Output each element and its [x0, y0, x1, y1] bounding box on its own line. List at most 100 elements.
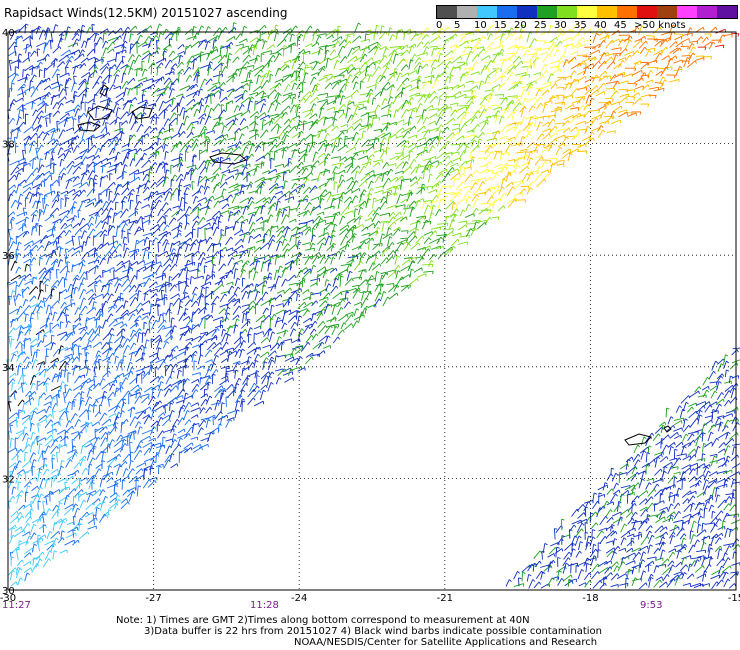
wind-barb: [605, 97, 614, 100]
wind-barb: [231, 22, 235, 33]
wind-barb-tick: [526, 172, 530, 176]
wind-barb: [267, 89, 276, 98]
wind-barb: [274, 67, 280, 77]
wind-barb: [498, 186, 503, 195]
wind-barb: [471, 169, 478, 176]
wind-barb: [127, 54, 133, 63]
wind-barb: [386, 109, 390, 118]
wind-barb-tick: [136, 42, 140, 45]
wind-barb: [413, 61, 421, 70]
wind-barb: [141, 159, 150, 169]
wind-barb: [128, 113, 134, 124]
wind-barb: [72, 135, 78, 142]
wind-barb: [211, 148, 220, 153]
wind-barb: [491, 216, 500, 219]
wind-barb-tick: [351, 64, 354, 68]
wind-barb: [401, 145, 406, 154]
wind-barb: [213, 195, 224, 201]
wind-barb-tick: [157, 224, 160, 228]
wind-barb: [212, 167, 221, 176]
wind-barb: [599, 111, 604, 120]
wind-barb: [276, 38, 286, 47]
wind-barb: [115, 92, 125, 99]
wind-barb: [13, 46, 17, 57]
wind-barb-tick: [218, 90, 221, 94]
wind-barb: [171, 97, 174, 106]
wind-barb-tick: [218, 220, 222, 223]
wind-barb-tick: [61, 33, 65, 37]
wind-barb: [452, 123, 460, 126]
wind-barb-tick: [230, 42, 234, 46]
wind-barb-tick: [78, 49, 81, 53]
wind-barb: [442, 228, 454, 231]
wind-barb: [669, 47, 678, 54]
wind-barb: [562, 59, 567, 68]
wind-barb: [107, 41, 114, 49]
wind-barb-tick: [370, 180, 374, 184]
wind-barb-tick: [223, 125, 227, 128]
wind-barb-tick: [239, 141, 242, 144]
wind-barb: [598, 105, 606, 110]
wind-barb: [51, 139, 58, 146]
wind-barb-tick: [342, 95, 346, 98]
wind-barb: [156, 40, 158, 50]
wind-barb: [284, 84, 289, 92]
wind-barb-tick: [424, 146, 428, 149]
wind-barb-tick: [650, 70, 654, 73]
wind-barb: [177, 72, 180, 83]
wind-barb-tick: [286, 146, 289, 150]
wind-barb-tick: [48, 170, 51, 175]
wind-barb-tick: [19, 202, 23, 205]
wind-barb: [319, 58, 328, 65]
wind-barb: [248, 92, 258, 96]
wind-barb-tick: [279, 208, 283, 211]
wind-barb: [576, 54, 587, 57]
wind-barb-tick: [446, 95, 450, 99]
wind-barb: [99, 28, 108, 35]
wind-barb: [338, 69, 348, 76]
wind-barb-tick: [15, 66, 19, 69]
wind-barb: [345, 63, 353, 70]
wind-barb: [95, 107, 97, 118]
wind-barb-tick: [251, 153, 254, 157]
wind-barb-tick: [78, 166, 81, 170]
wind-barb: [312, 61, 319, 71]
wind-barb-tick: [269, 59, 273, 63]
wind-barb: [318, 45, 326, 48]
wind-barb: [128, 135, 131, 147]
wind-barb: [121, 40, 126, 48]
wind-barb-tick: [529, 187, 533, 190]
wind-barb: [589, 117, 597, 127]
wind-barb-tick: [24, 161, 28, 164]
wind-barb: [317, 48, 321, 56]
wind-barb: [576, 37, 584, 44]
wind-barb-tick: [356, 170, 360, 173]
wind-barb: [225, 42, 232, 49]
wind-barb-tick: [196, 138, 199, 142]
wind-barb: [141, 68, 146, 77]
wind-barb-tick: [491, 93, 494, 96]
wind-barb: [561, 37, 572, 42]
wind-barb: [85, 134, 94, 141]
wind-barb: [87, 223, 92, 230]
wind-barb: [486, 69, 497, 77]
wind-barb-tick: [482, 104, 486, 108]
wind-barb: [287, 93, 296, 97]
wind-barb: [470, 85, 478, 91]
wind-barb: [326, 194, 332, 203]
wind-barb-tick: [224, 137, 227, 141]
wind-barb: [21, 87, 25, 98]
wind-barb-tick: [168, 77, 172, 81]
wind-barb: [235, 43, 244, 47]
wind-barb: [325, 57, 329, 68]
wind-barb-tick: [503, 59, 507, 62]
wind-barb-tick: [476, 85, 479, 89]
wind-barb: [339, 129, 348, 132]
wind-barb-tick: [563, 87, 565, 91]
wind-barb-tick: [406, 49, 409, 53]
wind-barb-tick: [579, 42, 582, 46]
wind-barb-tick: [334, 223, 338, 226]
wind-barb-tick: [436, 113, 438, 117]
wind-barb-tick: [230, 194, 233, 198]
